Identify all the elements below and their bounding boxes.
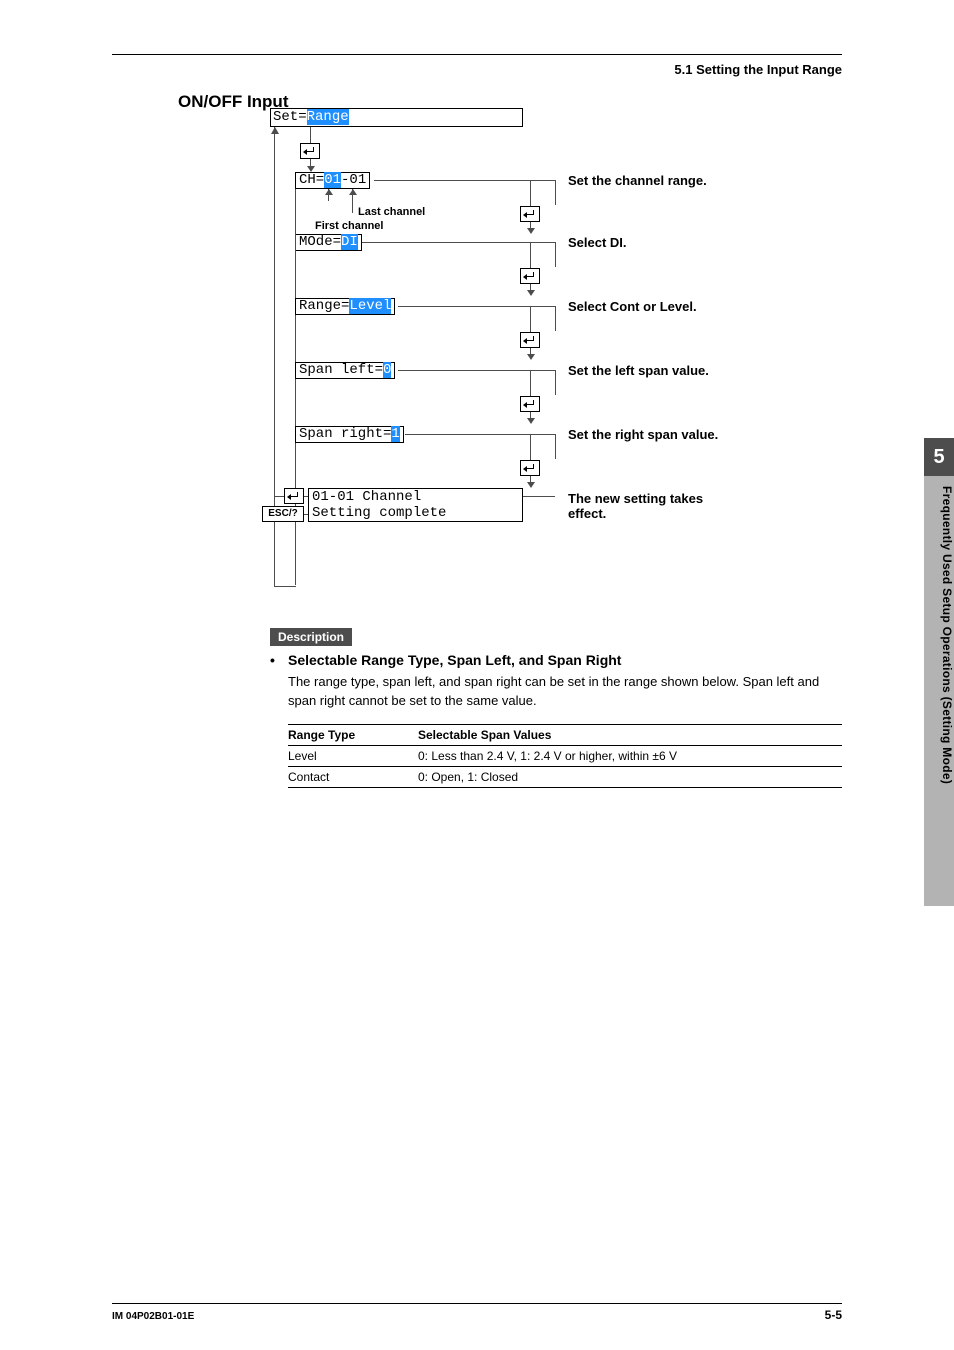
footer-left: IM 04P02B01-01E	[112, 1311, 194, 1322]
side-tab-number: 5	[924, 438, 954, 476]
ch-suffix: -01	[341, 172, 366, 188]
setbox: Set=Range	[270, 108, 523, 127]
esc-key: ESC/?	[262, 506, 304, 522]
th-span-values: Selectable Span Values	[418, 725, 842, 746]
spanr-hl: 1	[391, 426, 399, 442]
conn	[405, 434, 555, 435]
enter-icon	[520, 268, 540, 284]
table-row: Level 0: Less than 2.4 V, 1: 2.4 V or hi…	[288, 746, 842, 767]
conn	[398, 306, 555, 307]
conn	[555, 370, 556, 395]
td-contact: Contact	[288, 767, 418, 788]
conn	[523, 496, 555, 497]
spanl-prefix: Span left=	[299, 362, 383, 378]
section-header: 5.1 Setting the Input Range	[674, 62, 842, 77]
table-header-row: Range Type Selectable Span Values	[288, 725, 842, 746]
enter-icon	[520, 460, 540, 476]
side-tab: 5 Frequently Used Setup Operations (Sett…	[924, 438, 954, 906]
bottom-box: 01-01 Channel Setting complete	[308, 488, 523, 522]
arrow-up-icon	[349, 189, 357, 195]
conn	[274, 586, 296, 587]
footer-rule	[112, 1303, 842, 1304]
ch-prefix: CH=	[299, 172, 324, 188]
td-level: Level	[288, 746, 418, 767]
spanr-box: Span right=1	[295, 426, 404, 443]
enter-icon	[284, 488, 304, 504]
conn	[555, 180, 556, 205]
conn	[304, 496, 308, 497]
enter-icon	[520, 206, 540, 222]
range-prefix: Range=	[299, 298, 349, 314]
td-level-val: 0: Less than 2.4 V, 1: 2.4 V or higher, …	[418, 746, 842, 767]
td-contact-val: 0: Open, 1: Closed	[418, 767, 842, 788]
conn-inner	[295, 189, 296, 585]
table-row: Contact 0: Open, 1: Closed	[288, 767, 842, 788]
conn	[398, 370, 555, 371]
setbox-hl: Range	[307, 109, 349, 125]
enter-icon	[520, 396, 540, 412]
arrow-up-icon	[325, 189, 333, 195]
enter-icon	[300, 143, 320, 159]
conn	[310, 127, 311, 143]
ch-box: CH=01-01	[295, 172, 370, 189]
arrow-down-icon	[527, 354, 535, 360]
enter-icon	[520, 332, 540, 348]
span-table: Range Type Selectable Span Values Level …	[288, 724, 842, 788]
bottom-line2: Setting complete	[312, 505, 519, 521]
spanl-box: Span left=0	[295, 362, 395, 379]
conn	[555, 434, 556, 459]
last-channel-label: Last channel	[358, 206, 425, 218]
bottom-line1: 01-01 Channel	[312, 489, 519, 505]
conn	[362, 242, 555, 243]
range-annot: Select Cont or Level.	[568, 299, 697, 314]
arrow-down-icon	[527, 290, 535, 296]
ch-hl: 01	[324, 172, 341, 188]
setbox-prefix: Set=	[273, 109, 307, 125]
mode-annot: Select DI.	[568, 235, 627, 250]
mode-box: MOde=DI	[295, 234, 362, 251]
footer-right: 5-5	[825, 1308, 842, 1322]
mode-prefix: MOde=	[299, 234, 341, 250]
arrow-down-icon	[527, 228, 535, 234]
conn	[304, 514, 308, 515]
ch-annot: Set the channel range.	[568, 173, 707, 188]
spanl-annot: Set the left span value.	[568, 363, 709, 378]
spanl-hl: 0	[383, 362, 391, 378]
spanr-annot: Set the right span value.	[568, 427, 718, 442]
bullet-title: Selectable Range Type, Span Left, and Sp…	[288, 652, 621, 668]
conn	[275, 496, 284, 497]
range-box: Range=Level	[295, 298, 395, 315]
mode-hl: DI	[341, 234, 358, 250]
th-range-type: Range Type	[288, 725, 418, 746]
description-body: The range type, span left, and span righ…	[288, 672, 840, 710]
bottom-annot: The new setting takes effect.	[568, 491, 740, 521]
spanr-prefix: Span right=	[299, 426, 391, 442]
conn	[555, 306, 556, 331]
side-tab-text: Frequently Used Setup Operations (Settin…	[924, 476, 954, 906]
conn	[374, 180, 555, 181]
arrow-down-icon	[527, 482, 535, 488]
conn	[555, 242, 556, 267]
first-channel-label: First channel	[315, 220, 383, 232]
bullet-dot: •	[270, 652, 275, 668]
range-hl: Level	[349, 298, 391, 314]
spine-arrow-up	[271, 127, 279, 134]
arrow-down-icon	[527, 418, 535, 424]
top-rule	[112, 54, 842, 55]
description-badge: Description	[270, 628, 352, 646]
